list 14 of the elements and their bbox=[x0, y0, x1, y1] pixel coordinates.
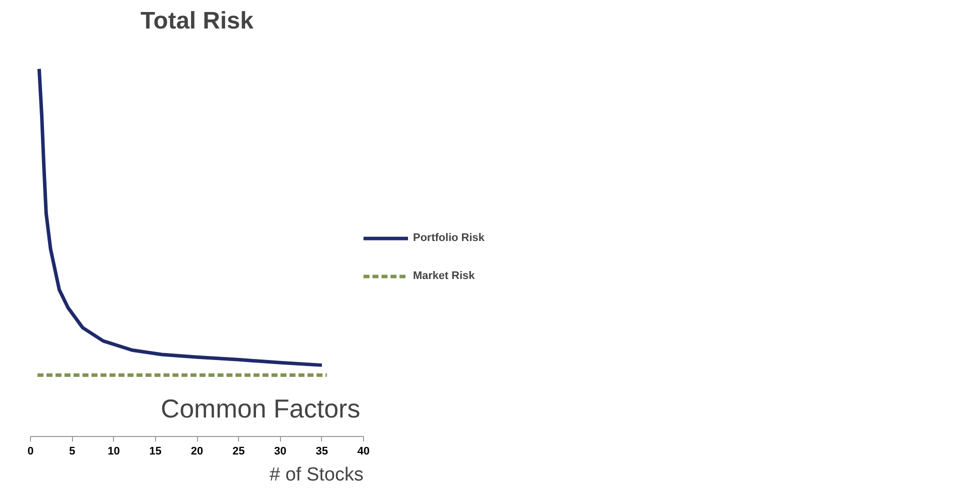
x-tick-label: 25 bbox=[232, 446, 245, 458]
annotation: Common Factors bbox=[160, 394, 360, 424]
x-axis-title: # of Stocks bbox=[270, 464, 364, 486]
legend-label: Market Risk bbox=[413, 270, 475, 282]
x-tick-label: 0 bbox=[27, 446, 34, 458]
chart-title: Total Risk bbox=[140, 8, 254, 34]
x-tick-label: 35 bbox=[316, 446, 328, 458]
x-tick-label: 20 bbox=[190, 446, 204, 458]
x-tick-label: 5 bbox=[69, 446, 76, 458]
legend-label: Portfolio Risk bbox=[413, 232, 485, 244]
x-tick-label: 15 bbox=[149, 446, 162, 458]
x-tick-label: 30 bbox=[274, 446, 286, 458]
x-tick-label: 10 bbox=[108, 446, 120, 458]
x-tick-label: 40 bbox=[357, 446, 370, 458]
